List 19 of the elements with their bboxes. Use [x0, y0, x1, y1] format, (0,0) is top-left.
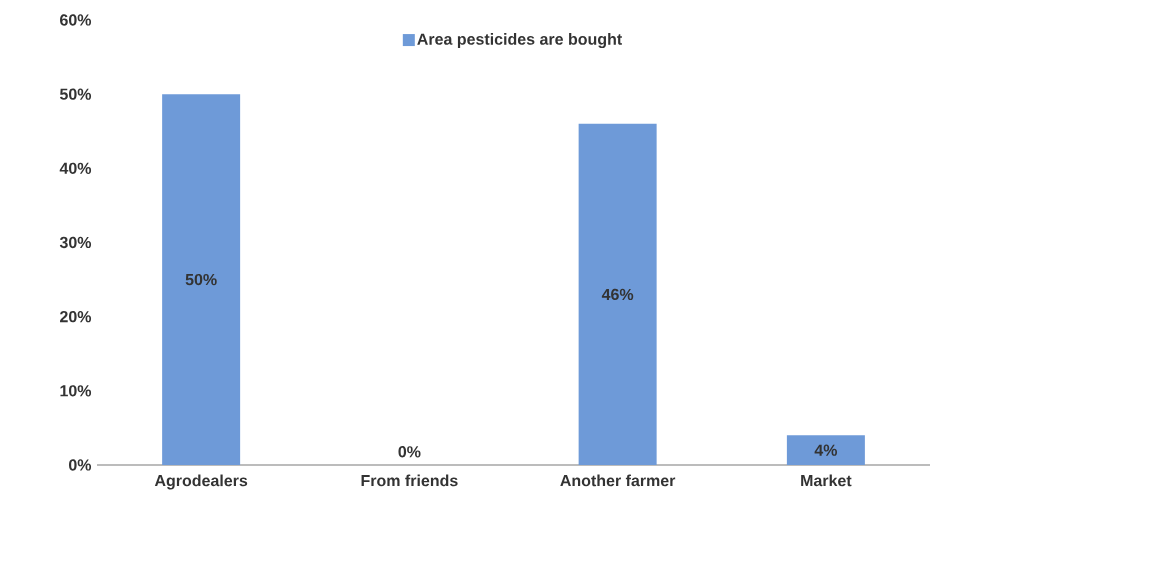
- x-tick-label: Market: [801, 474, 852, 487]
- y-tick-label: 40%: [59, 162, 92, 174]
- x-tick-label: Another farmer: [560, 474, 676, 487]
- y-tick-label: 20%: [60, 310, 92, 323]
- data-label: 4%: [814, 444, 838, 456]
- legend-label: Area pesticides are bought: [417, 33, 622, 49]
- y-tick-label: 0%: [68, 459, 92, 471]
- data-label: 46%: [601, 288, 634, 301]
- bar: [578, 123, 657, 465]
- y-tick-label: 10%: [60, 385, 92, 397]
- x-tick-label: Agrodealers: [154, 474, 248, 490]
- data-label: 0%: [398, 446, 421, 458]
- data-label: 50%: [185, 273, 217, 286]
- y-tick-label: 30%: [59, 236, 92, 249]
- y-tick-label: 50%: [59, 88, 92, 100]
- bar: [162, 94, 241, 465]
- x-tick-label: From friends: [361, 474, 458, 487]
- bar: [786, 435, 865, 465]
- y-tick-label: 60%: [60, 14, 92, 26]
